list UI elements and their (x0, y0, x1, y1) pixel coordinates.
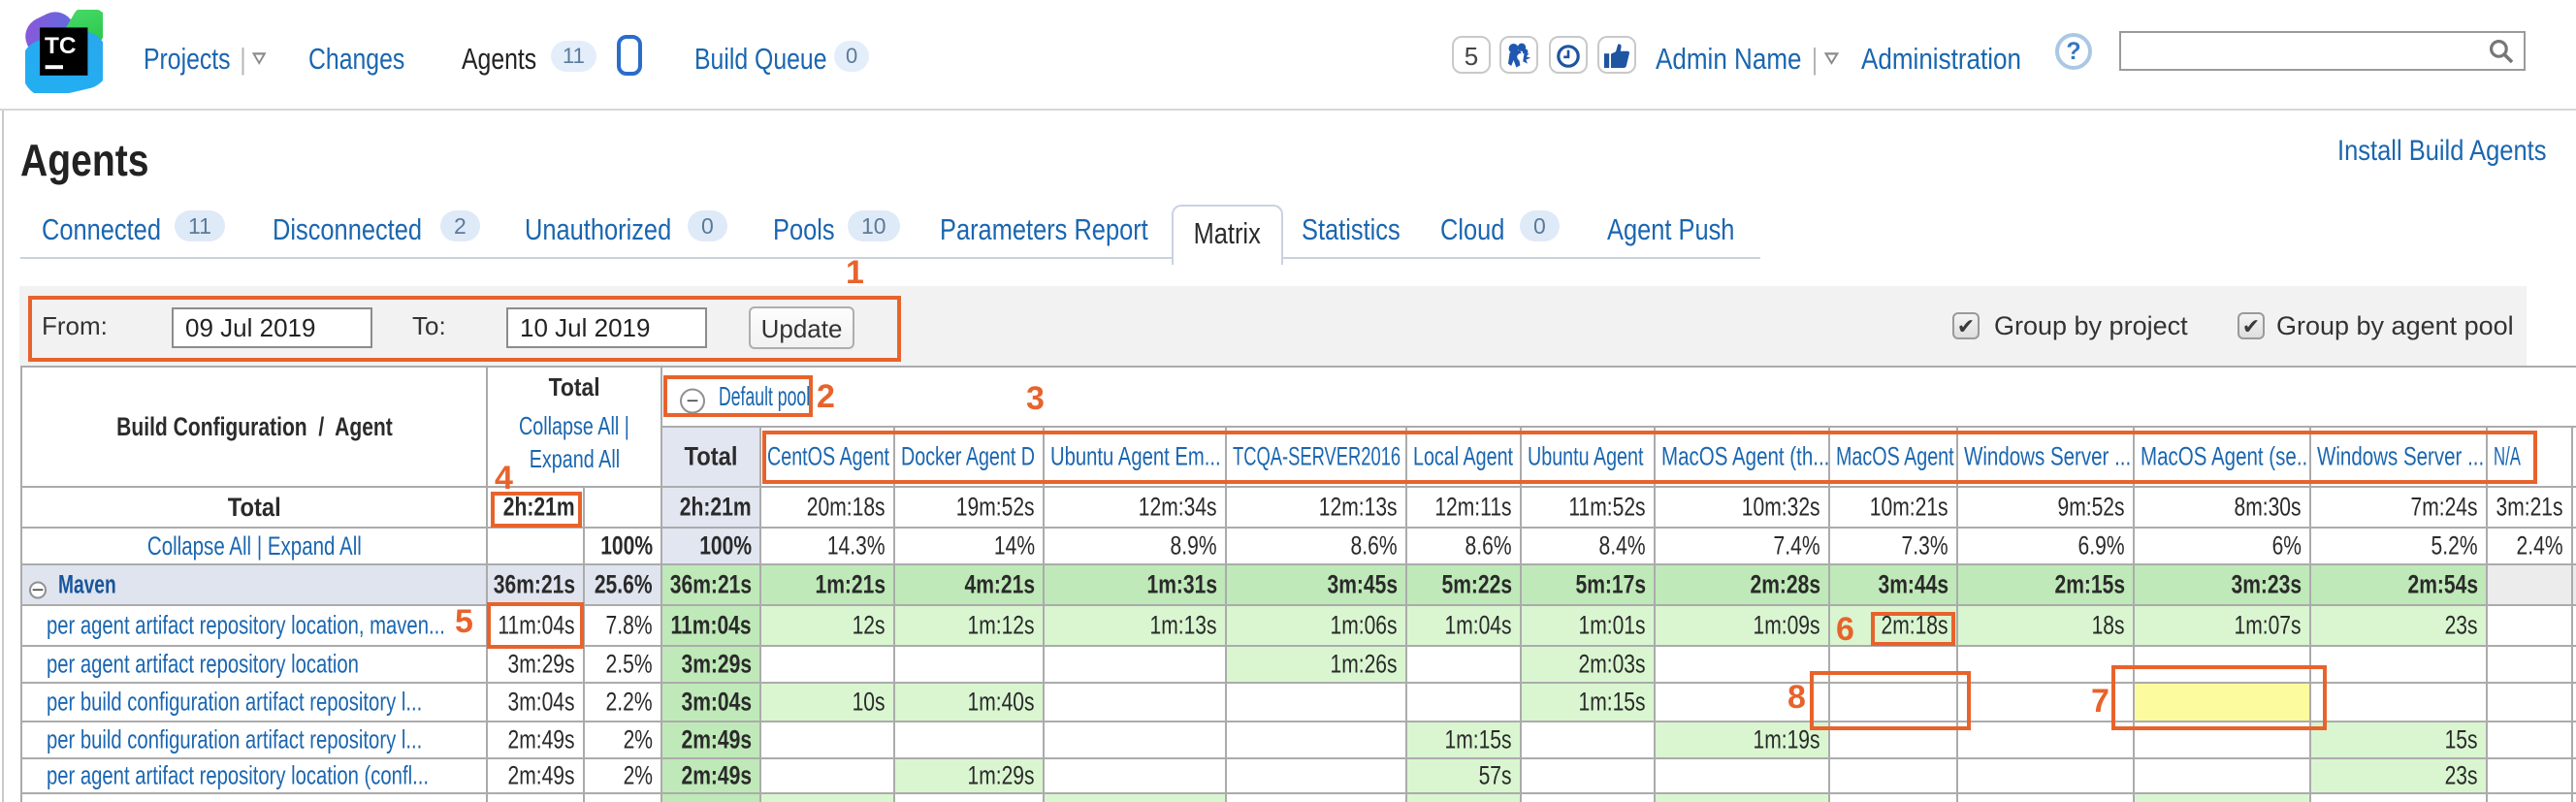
svg-text:TC: TC (45, 33, 77, 59)
